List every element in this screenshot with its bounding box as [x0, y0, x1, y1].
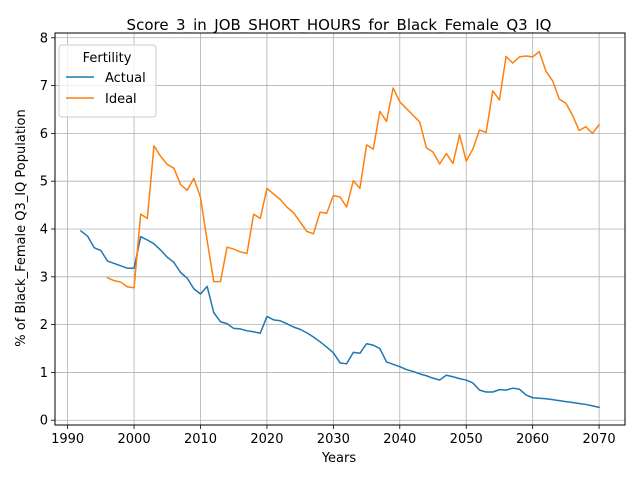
y-tick-label: 5	[40, 175, 48, 190]
legend-title: Fertility	[83, 51, 132, 66]
y-tick-label: 4	[40, 223, 48, 238]
legend-label-actual: Actual	[105, 71, 146, 86]
y-tick-label: 8	[40, 31, 48, 46]
y-tick-label: 3	[40, 270, 48, 285]
legend-label-ideal: Ideal	[105, 92, 137, 107]
x-tick-label: 2010	[184, 432, 217, 447]
grid	[55, 33, 625, 425]
y-tick-label: 1	[40, 366, 48, 381]
x-tick-label: 2050	[450, 432, 483, 447]
y-tick-label: 6	[40, 127, 48, 142]
chart-title: Score_3_in_JOB_SHORT_HOURS_for_Black_Fem…	[127, 16, 552, 35]
legend-box	[58, 44, 157, 118]
y-tick-label: 2	[40, 318, 48, 333]
series-layer	[79, 50, 601, 409]
series-line-ideal	[106, 50, 601, 289]
series-line-actual	[79, 229, 600, 409]
x-axis: 1990 2000 2010 2020 2030 2040 2050 2060 2070	[51, 425, 616, 447]
y-tick-label: 0	[40, 414, 48, 429]
x-axis-label: Years	[321, 451, 357, 466]
x-tick-label: 2000	[118, 432, 151, 447]
x-tick-label: 2020	[250, 432, 283, 447]
x-tick-label: 2070	[583, 432, 616, 447]
y-tick-label: 7	[40, 79, 48, 94]
x-tick-label: 1990	[51, 432, 84, 447]
legend: Fertility Actual Ideal	[58, 44, 157, 118]
x-tick-label: 2040	[383, 432, 416, 447]
x-tick-label: 2030	[317, 432, 350, 447]
y-axis: 0 1 2 3 4 5 6 7 8	[40, 31, 55, 429]
y-axis-label: % of Black_Female Q3_IQ Population	[14, 109, 29, 346]
x-tick-label: 2060	[516, 432, 549, 447]
